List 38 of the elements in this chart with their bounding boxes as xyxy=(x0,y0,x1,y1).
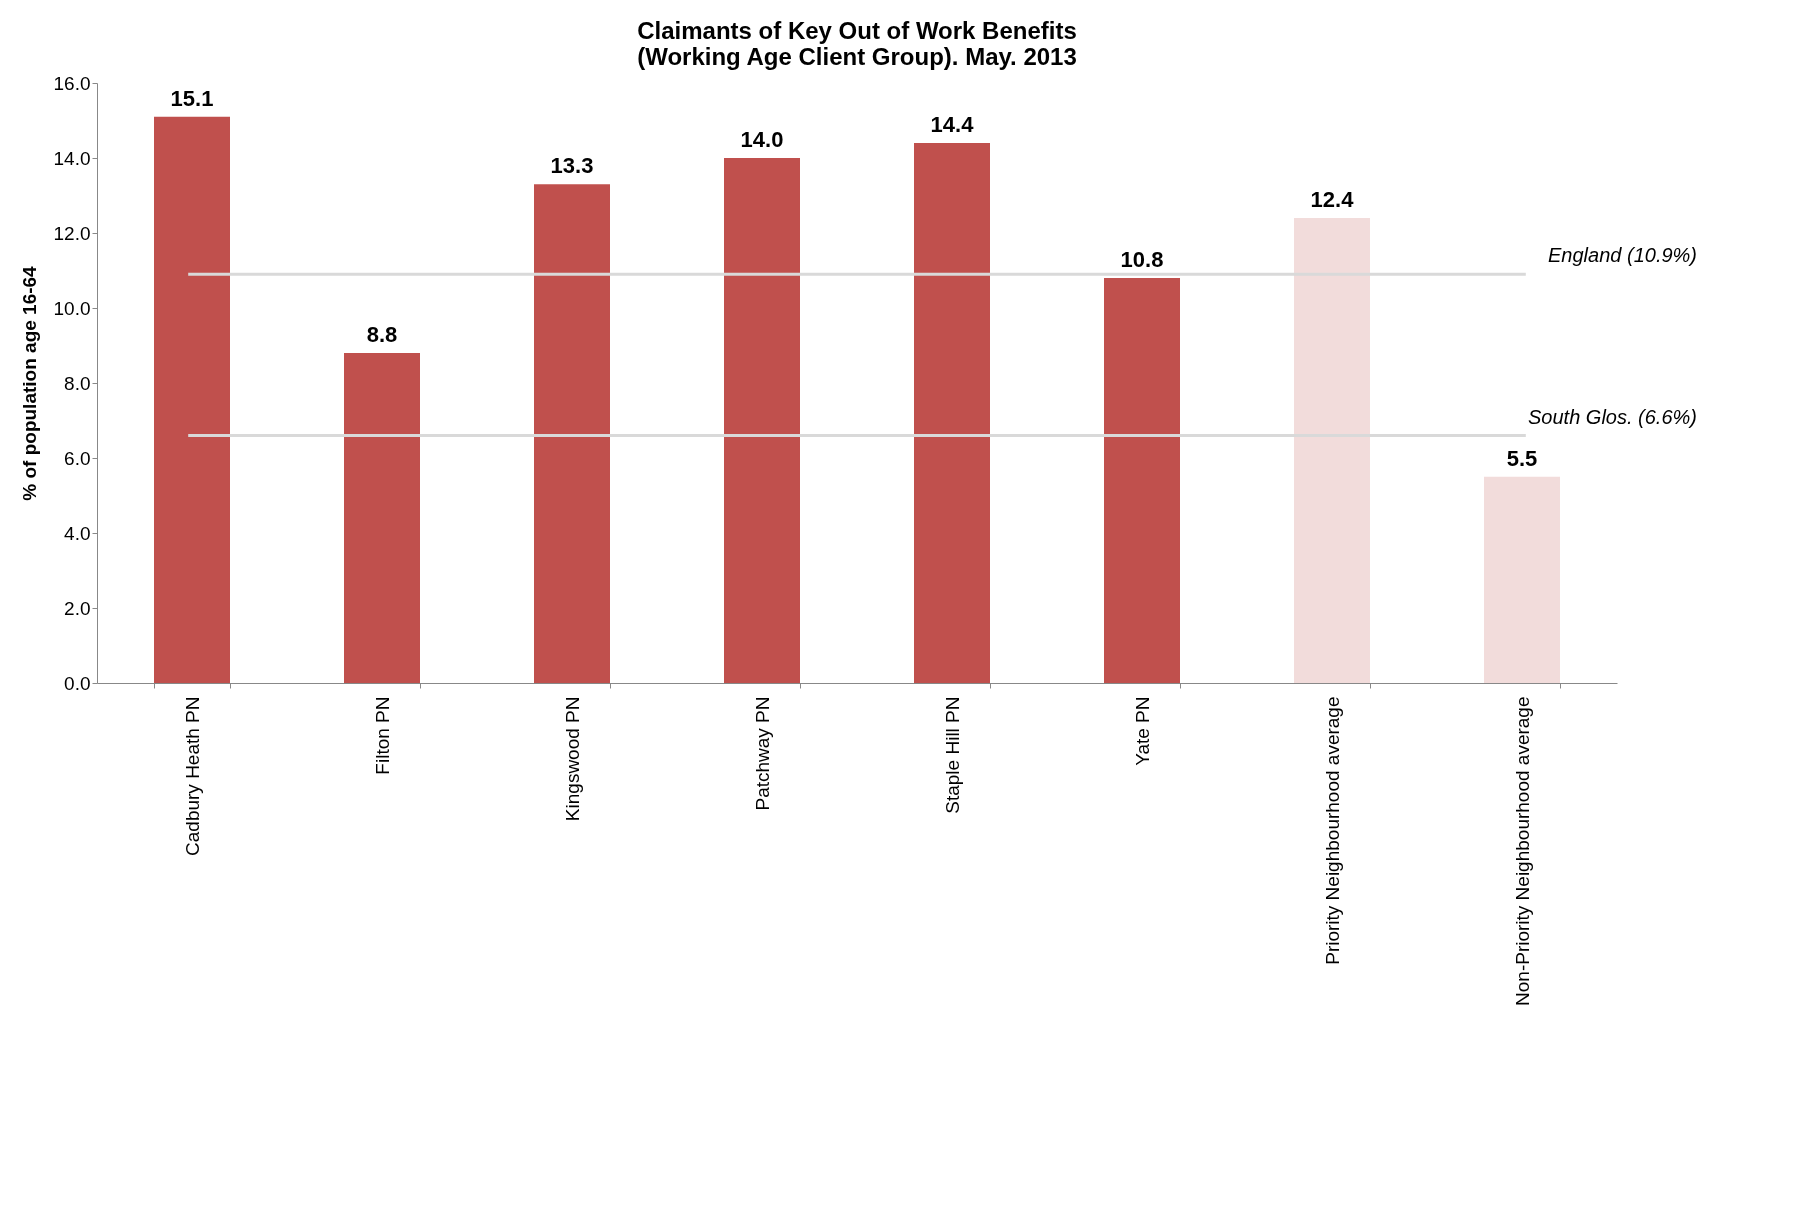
data-label: 13.3 xyxy=(550,153,594,179)
y-tick-label: 2.0 xyxy=(64,597,91,619)
x-tick-label: Cadbury Heath PN xyxy=(181,696,203,856)
bar xyxy=(1484,476,1560,683)
y-tick-label: 12.0 xyxy=(53,222,91,244)
x-tick-label: Non-Priority Neighbourhood average xyxy=(1511,696,1533,1006)
bar xyxy=(534,184,610,683)
bar xyxy=(724,158,800,683)
y-tick-label: 8.0 xyxy=(64,372,91,394)
x-tick-label: Priority Neighbourhood average xyxy=(1321,696,1343,965)
data-label: 14.0 xyxy=(740,127,784,152)
x-tick-label: Kingswood PN xyxy=(561,696,583,822)
data-label: 8.8 xyxy=(366,322,398,347)
bar xyxy=(154,116,230,683)
ref-line-label: South Glos. (6.6%) xyxy=(1528,405,1697,428)
x-tick-label: Filton PN xyxy=(371,696,393,775)
text: (Working Age Client Group). May. 2013 xyxy=(637,43,1077,70)
data-label: 10.8 xyxy=(1120,247,1164,272)
bar xyxy=(914,143,990,683)
y-axis-title: % of population age 16-64 xyxy=(18,265,40,501)
x-tick-label: Patchway PN xyxy=(751,696,773,811)
y-tick-label: 4.0 xyxy=(64,522,91,544)
data-label: 14.4 xyxy=(930,112,975,137)
x-tick-label: Staple Hill PN xyxy=(941,696,963,814)
x-tick-label: Yate PN xyxy=(1131,696,1153,766)
ref-line-label: England (10.9%) xyxy=(1548,244,1697,267)
data-label: 5.5 xyxy=(1506,445,1538,471)
y-tick-label: 10.0 xyxy=(53,297,91,319)
bar xyxy=(344,353,420,683)
bar xyxy=(1294,218,1370,683)
y-tick-label: 16.0 xyxy=(53,72,91,94)
y-tick-label: 0.0 xyxy=(64,672,91,694)
data-label: 15.1 xyxy=(170,85,214,111)
y-tick-label: 14.0 xyxy=(53,147,91,169)
bar xyxy=(1104,278,1180,683)
text: Claimants of Key Out of Work Benefits xyxy=(637,17,1077,44)
data-label: 12.4 xyxy=(1310,187,1355,212)
y-tick-label: 6.0 xyxy=(64,447,91,469)
